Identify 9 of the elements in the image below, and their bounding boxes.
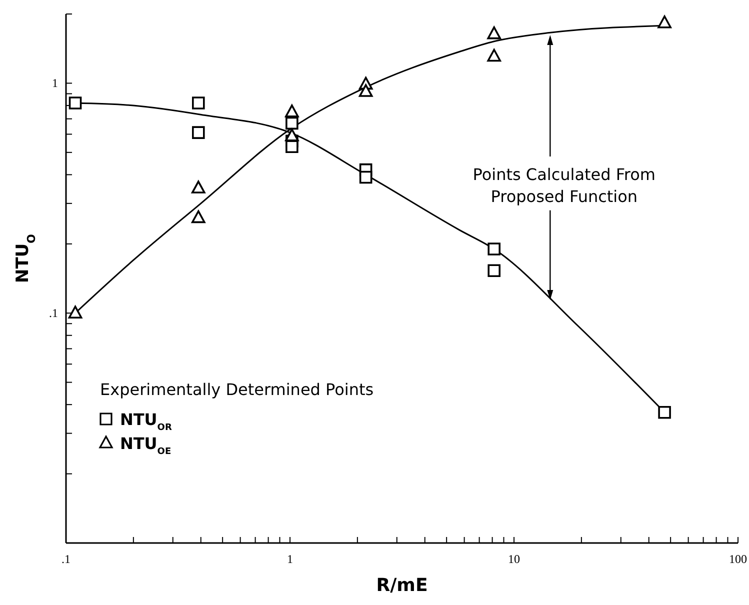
legend-label: NTU$_{OE}$ bbox=[120, 434, 172, 457]
x-axis-title: R/mE bbox=[376, 575, 428, 596]
x-tick-label: 100 bbox=[729, 552, 747, 566]
legend-label: NTU$_{OR}$ bbox=[120, 410, 172, 433]
x-tick-label: 1 bbox=[287, 552, 293, 566]
x-tick-label: 10 bbox=[508, 552, 520, 566]
x-tick-label: .1 bbox=[62, 552, 70, 566]
annotation: Points Calculated From Proposed Function bbox=[472, 164, 656, 206]
legend-title: Experimentally Determined Points bbox=[100, 380, 374, 399]
